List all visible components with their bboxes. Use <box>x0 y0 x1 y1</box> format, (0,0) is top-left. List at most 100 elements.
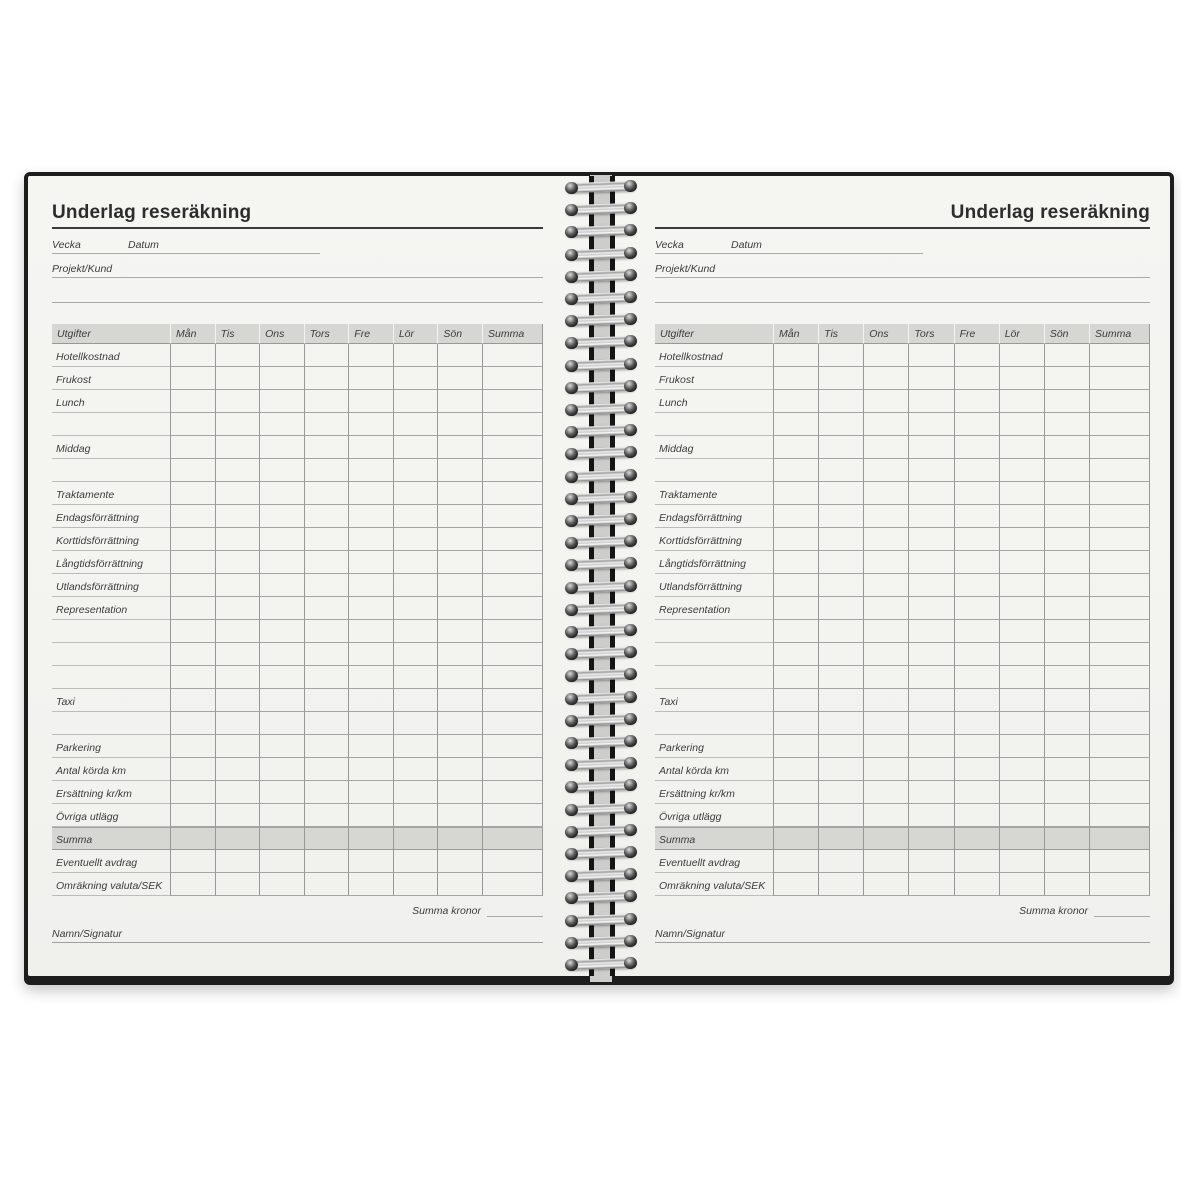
sum-column-header: Summa <box>482 324 543 344</box>
day-cell <box>908 505 954 528</box>
day-cell <box>303 735 349 758</box>
sum-cell <box>482 574 543 597</box>
day-column-header: Sön <box>1043 324 1089 344</box>
day-cell <box>863 873 909 896</box>
day-cell <box>953 344 999 367</box>
day-cell <box>1043 482 1089 505</box>
day-column-header: Ons <box>863 324 909 344</box>
day-cell <box>392 505 438 528</box>
day-cell <box>170 781 215 804</box>
sum-cell <box>1088 574 1150 597</box>
table-row: Frukost <box>655 367 1150 390</box>
day-cell <box>348 528 393 551</box>
row-label: Hotellkostnad <box>52 344 170 367</box>
day-cell <box>908 689 954 712</box>
day-column-header: Sön <box>437 324 482 344</box>
day-cell <box>773 712 819 735</box>
day-cell <box>437 551 482 574</box>
table-row: Traktamente <box>52 482 543 505</box>
row-label: Ersättning kr/km <box>52 781 170 804</box>
day-cell <box>437 735 482 758</box>
table-row <box>52 620 543 643</box>
day-cell <box>818 781 864 804</box>
day-column-header: Mån <box>773 324 819 344</box>
day-cell <box>214 505 260 528</box>
day-cell <box>214 528 260 551</box>
day-cell <box>818 804 864 827</box>
day-cell <box>437 873 482 896</box>
day-cell <box>953 804 999 827</box>
day-cell <box>170 735 215 758</box>
table-row: Korttidsförrättning <box>655 528 1150 551</box>
total-label: Summa kronor <box>412 905 481 917</box>
day-cell <box>998 781 1044 804</box>
sum-cell <box>1088 873 1150 896</box>
date-label: Datum <box>128 239 159 251</box>
sum-cell <box>482 436 543 459</box>
day-cell <box>773 459 819 482</box>
day-cell <box>170 643 215 666</box>
sum-cell <box>1088 459 1150 482</box>
day-cell <box>953 620 999 643</box>
signature-label: Namn/Signatur <box>655 928 726 940</box>
day-cell <box>348 804 393 827</box>
day-cell <box>303 689 349 712</box>
day-cell <box>773 390 819 413</box>
day-cell <box>953 551 999 574</box>
sum-cell <box>482 712 543 735</box>
day-cell <box>259 873 304 896</box>
total-line <box>1094 902 1150 917</box>
day-cell <box>170 436 215 459</box>
day-cell <box>348 827 393 850</box>
day-cell <box>392 482 438 505</box>
row-label: Långtidsförrättning <box>655 551 773 574</box>
blank-writing-line <box>655 287 1150 303</box>
day-cell <box>259 666 304 689</box>
day-cell <box>214 390 260 413</box>
row-label: Middag <box>655 436 773 459</box>
day-cell <box>170 551 215 574</box>
day-cell <box>908 735 954 758</box>
day-cell <box>863 758 909 781</box>
row-label: Övriga utlägg <box>655 804 773 827</box>
day-cell <box>259 781 304 804</box>
day-cell <box>908 597 954 620</box>
day-cell <box>953 827 999 850</box>
day-cell <box>348 390 393 413</box>
day-cell <box>998 666 1044 689</box>
sum-cell <box>1088 436 1150 459</box>
day-cell <box>348 505 393 528</box>
day-cell <box>214 689 260 712</box>
table-row: Ersättning kr/km <box>52 781 543 804</box>
table-row: Utlandsförrättning <box>655 574 1150 597</box>
table-row: Långtidsförrättning <box>52 551 543 574</box>
table-row: Summa <box>52 827 543 850</box>
day-cell <box>863 528 909 551</box>
day-cell <box>818 758 864 781</box>
day-cell <box>214 643 260 666</box>
day-cell <box>170 873 215 896</box>
day-cell <box>348 735 393 758</box>
row-label <box>52 620 170 643</box>
table-row: Hotellkostnad <box>655 344 1150 367</box>
page-left: Underlag reseräkning Vecka Datum Projekt… <box>28 176 594 976</box>
signature-row: Namn/Signatur <box>52 926 543 943</box>
day-cell <box>303 367 349 390</box>
table-row: Långtidsförrättning <box>655 551 1150 574</box>
total-line <box>487 902 543 917</box>
day-cell <box>998 344 1044 367</box>
day-cell <box>998 413 1044 436</box>
day-cell <box>259 367 304 390</box>
day-cell <box>348 344 393 367</box>
day-cell <box>259 505 304 528</box>
day-cell <box>348 758 393 781</box>
sum-cell <box>1088 712 1150 735</box>
day-cell <box>908 459 954 482</box>
day-cell <box>348 666 393 689</box>
sum-cell <box>482 781 543 804</box>
day-cell <box>214 436 260 459</box>
table-header-row: Utgifter Mån Tis Ons Tors Fre Lör Sön Summa <box>52 324 543 344</box>
row-label: Antal körda km <box>655 758 773 781</box>
day-cell <box>953 850 999 873</box>
